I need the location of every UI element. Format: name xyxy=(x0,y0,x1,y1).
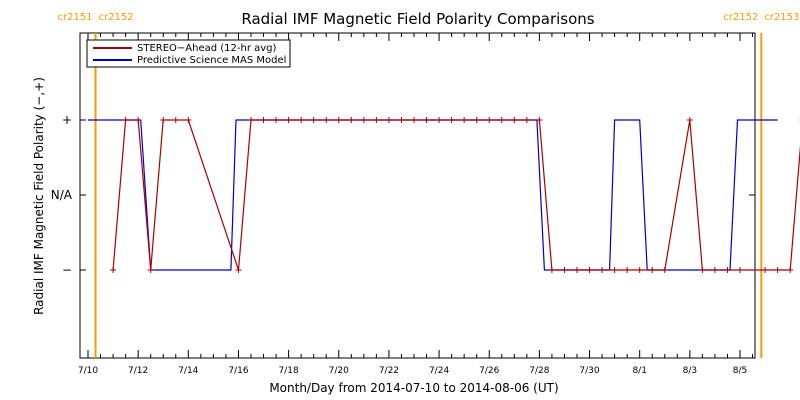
x-tick-label: 7/20 xyxy=(329,366,349,376)
x-tick-label: 7/12 xyxy=(128,366,148,376)
stereo-ahead-marker xyxy=(523,117,530,123)
stereo-ahead-marker xyxy=(548,267,555,273)
x-tick-label: 7/10 xyxy=(78,366,98,376)
stereo-ahead-marker xyxy=(185,117,192,123)
stereo-ahead-marker xyxy=(235,267,242,273)
stereo-ahead-marker xyxy=(599,267,606,273)
stereo-ahead-marker xyxy=(774,267,781,273)
stereo-ahead-marker xyxy=(160,117,167,123)
stereo-ahead-marker xyxy=(248,117,254,123)
carrington-label-before: cr2151 xyxy=(57,12,92,23)
x-axis-label: Month/Day from 2014-07-10 to 2014-08-06 … xyxy=(269,381,558,395)
x-tick-label: 7/24 xyxy=(429,366,449,376)
x-tick-label: 7/14 xyxy=(178,366,198,376)
stereo-ahead-marker xyxy=(260,117,267,123)
stereo-ahead-marker xyxy=(135,117,142,123)
stereo-ahead-marker xyxy=(323,117,330,123)
stereo-ahead-marker xyxy=(561,267,568,273)
stereo-ahead-marker xyxy=(273,117,280,123)
x-tick-label: 8/5 xyxy=(733,366,747,376)
stereo-ahead-marker xyxy=(285,117,292,123)
legend-box xyxy=(86,39,291,68)
stereo-ahead-marker xyxy=(147,267,154,273)
stereo-ahead-marker xyxy=(448,117,455,123)
y-tick-label: N/A xyxy=(51,188,73,202)
carrington-label-before: cr2152 xyxy=(723,12,758,23)
x-tick-label: 7/22 xyxy=(379,366,399,376)
stereo-ahead-marker xyxy=(423,117,430,123)
carrington-label-after: cr2152 xyxy=(99,12,134,23)
stereo-ahead-marker xyxy=(385,117,392,123)
stereo-ahead-marker xyxy=(536,117,543,123)
stereo-ahead-marker xyxy=(787,267,794,273)
stereo-ahead-marker xyxy=(636,267,643,273)
stereo-ahead-marker xyxy=(498,117,505,123)
x-tick-label: 7/30 xyxy=(579,366,599,376)
stereo-ahead-marker xyxy=(737,267,743,273)
legend: STEREO−Ahead (12-hr avg) Predictive Scie… xyxy=(86,39,291,68)
series-layer xyxy=(88,33,800,358)
y-tick-label: − xyxy=(62,263,72,277)
stereo-ahead-marker xyxy=(649,267,656,273)
y-axis-label: Radial IMF Magnetic Field Polarity (−,+) xyxy=(32,77,46,315)
legend-label-mas-model: Predictive Science MAS Model xyxy=(137,55,286,66)
x-tick-label: 7/16 xyxy=(228,366,248,376)
stereo-ahead-marker xyxy=(110,267,117,273)
stereo-ahead-marker xyxy=(473,117,480,123)
stereo-ahead-marker xyxy=(711,267,718,273)
stereo-ahead-marker xyxy=(436,117,443,123)
stereo-ahead-marker xyxy=(373,117,380,123)
chart-title: Radial IMF Magnetic Field Polarity Compa… xyxy=(241,10,594,28)
x-tick-label: 8/1 xyxy=(632,366,646,376)
stereo-ahead-marker xyxy=(486,117,493,123)
stereo-ahead-marker xyxy=(360,117,367,123)
stereo-ahead-marker xyxy=(699,267,706,273)
stereo-ahead-marker xyxy=(172,117,179,123)
y-tick-label: + xyxy=(62,113,72,127)
stereo-ahead-marker xyxy=(661,267,668,273)
stereo-ahead-marker xyxy=(398,117,405,123)
stereo-ahead-marker xyxy=(348,117,355,123)
carrington-label-after: cr2153 xyxy=(764,12,799,23)
stereo-ahead-marker xyxy=(762,267,769,273)
carrington-labels: cr2151 cr2152 cr2152 cr2153 xyxy=(57,12,799,23)
stereo-ahead-marker xyxy=(686,117,693,123)
legend-label-stereo: STEREO−Ahead (12-hr avg) xyxy=(137,43,277,54)
x-tick-label: 7/18 xyxy=(279,366,299,376)
stereo-ahead-marker xyxy=(310,117,317,123)
stereo-ahead-marker xyxy=(511,117,518,123)
stereo-ahead-marker xyxy=(574,267,580,273)
stereo-ahead-marker xyxy=(461,117,468,123)
stereo-ahead-marker xyxy=(724,267,731,273)
stereo-ahead-marker xyxy=(335,117,342,123)
x-tick-label: 7/28 xyxy=(529,366,549,376)
stereo-ahead-marker xyxy=(624,267,631,273)
stereo-ahead-marker xyxy=(411,117,417,123)
x-tick-label: 7/26 xyxy=(479,366,499,376)
stereo-ahead-marker xyxy=(611,267,618,273)
stereo-ahead-marker xyxy=(122,117,129,123)
stereo-ahead-marker xyxy=(298,117,305,123)
x-tick-label: 8/3 xyxy=(683,366,697,376)
stereo-ahead-marker xyxy=(586,267,593,273)
